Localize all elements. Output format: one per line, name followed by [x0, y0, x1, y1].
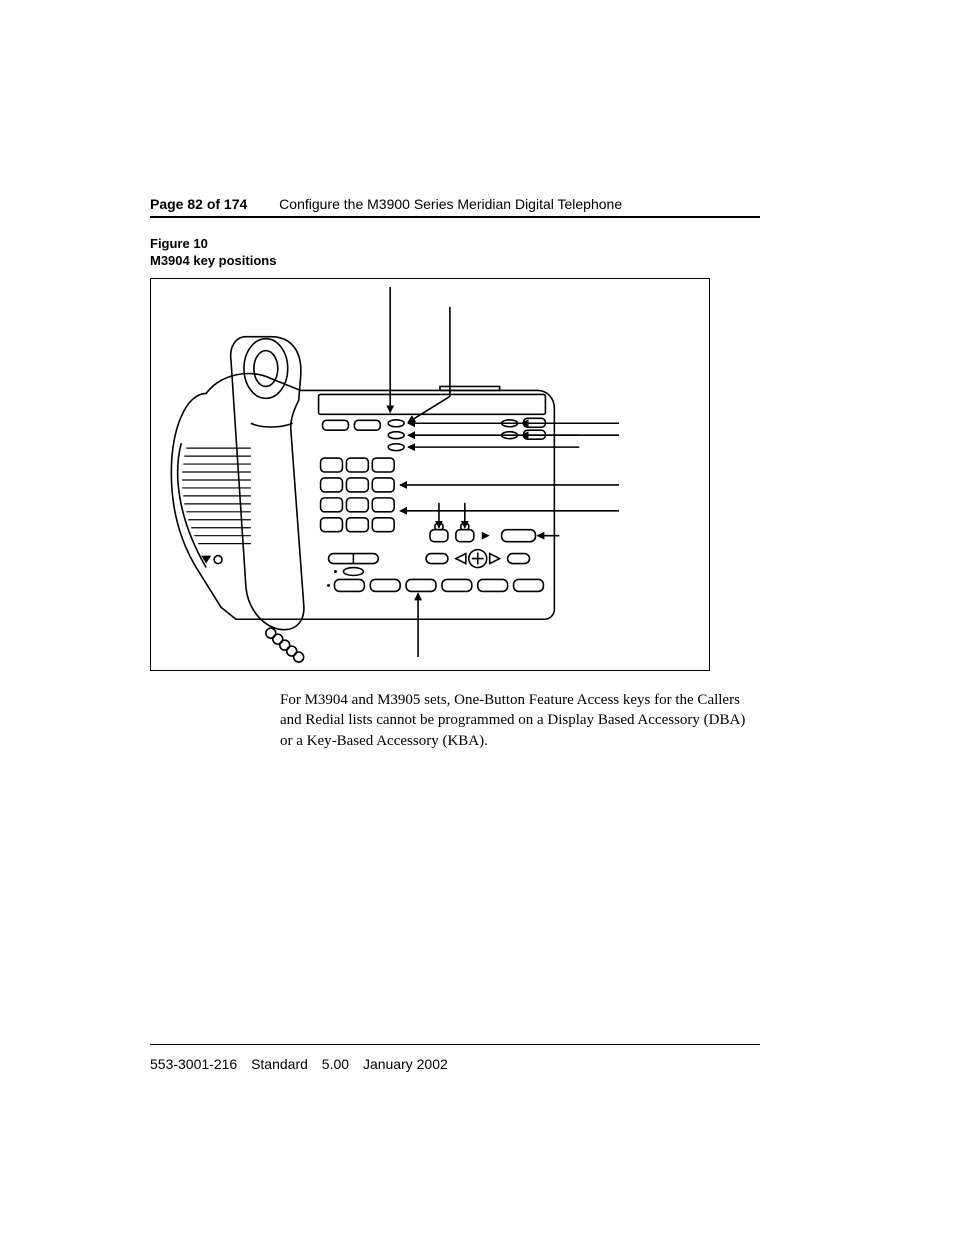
chapter-title: Configure the M3900 Series Meridian Digi…: [279, 196, 622, 212]
page-number: Page 82 of 174: [150, 196, 247, 212]
footer-doc-number: 553-3001-216: [150, 1056, 237, 1072]
figure-caption: Figure 10 M3904 key positions: [150, 236, 276, 270]
footer-version: 5.00: [322, 1056, 349, 1072]
page: Page 82 of 174 Configure the M3900 Serie…: [0, 0, 954, 1235]
figure-number: Figure 10: [150, 236, 276, 253]
figure-title: M3904 key positions: [150, 253, 276, 270]
footer-date: January 2002: [363, 1056, 448, 1072]
footer-rule: [150, 1044, 760, 1045]
body-paragraph: For M3904 and M3905 sets, One-Button Fea…: [280, 690, 760, 751]
figure-box: [150, 278, 710, 671]
phone-illustration: [151, 279, 709, 670]
page-header: Page 82 of 174 Configure the M3900 Serie…: [150, 196, 760, 212]
header-rule: [150, 216, 760, 218]
footer-status: Standard: [251, 1056, 308, 1072]
page-footer: 553-3001-216 Standard 5.00 January 2002: [150, 1056, 760, 1072]
